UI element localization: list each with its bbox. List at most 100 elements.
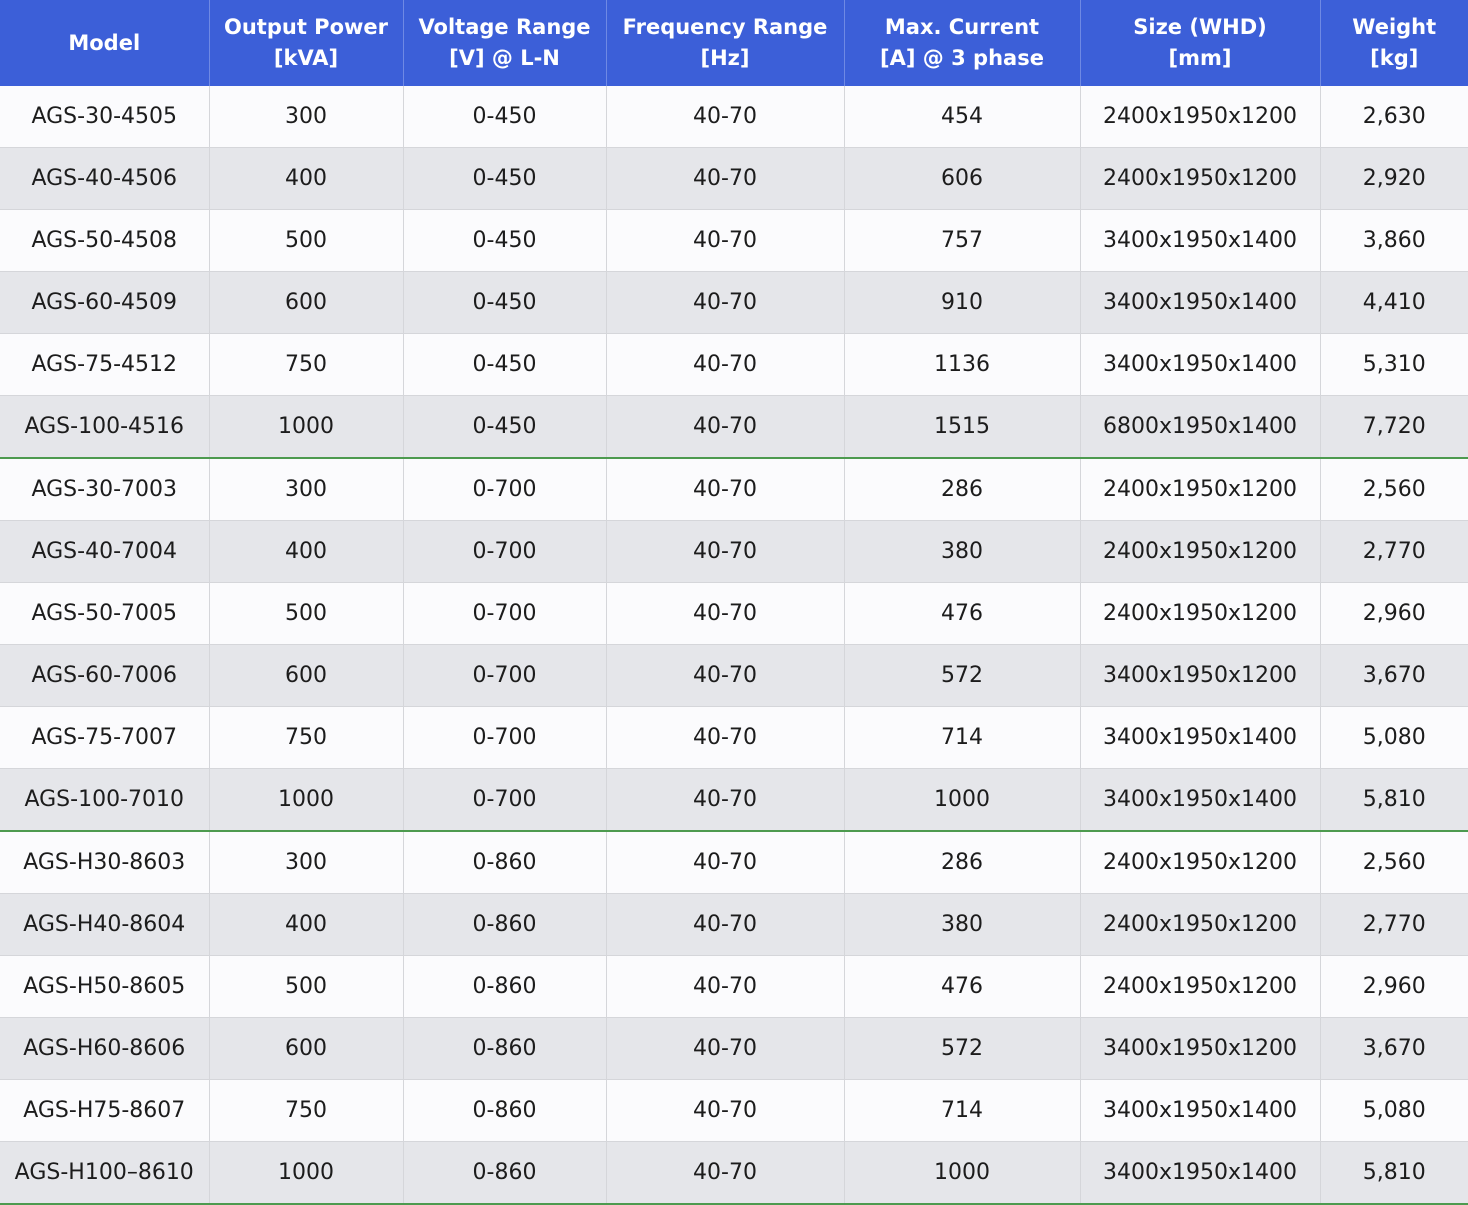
- cell-max-current: 714: [844, 1080, 1080, 1142]
- cell-voltage-range: 0-700: [403, 583, 606, 645]
- cell-model: AGS-75-7007: [0, 707, 209, 769]
- header-size: Size (WHD)[mm]: [1080, 0, 1320, 86]
- cell-model: AGS-H50-8605: [0, 956, 209, 1018]
- cell-weight: 2,770: [1320, 894, 1468, 956]
- cell-model: AGS-40-4506: [0, 148, 209, 210]
- cell-size: 6800x1950x1400: [1080, 396, 1320, 459]
- cell-max-current: 1000: [844, 769, 1080, 832]
- cell-voltage-range: 0-860: [403, 1018, 606, 1080]
- cell-output-power: 400: [209, 148, 403, 210]
- cell-size: 2400x1950x1200: [1080, 521, 1320, 583]
- cell-output-power: 600: [209, 272, 403, 334]
- cell-output-power: 500: [209, 583, 403, 645]
- cell-output-power: 1000: [209, 1142, 403, 1205]
- cell-frequency-range: 40-70: [606, 831, 844, 894]
- cell-output-power: 400: [209, 521, 403, 583]
- cell-frequency-range: 40-70: [606, 272, 844, 334]
- header-label: Voltage Range: [404, 12, 606, 43]
- cell-size: 2400x1950x1200: [1080, 894, 1320, 956]
- cell-frequency-range: 40-70: [606, 458, 844, 521]
- header-label: Frequency Range: [607, 12, 844, 43]
- cell-size: 2400x1950x1200: [1080, 86, 1320, 148]
- cell-weight: 5,310: [1320, 334, 1468, 396]
- header-frequency-range: Frequency Range[Hz]: [606, 0, 844, 86]
- cell-size: 2400x1950x1200: [1080, 956, 1320, 1018]
- cell-size: 2400x1950x1200: [1080, 583, 1320, 645]
- cell-voltage-range: 0-860: [403, 1142, 606, 1205]
- cell-model: AGS-50-7005: [0, 583, 209, 645]
- cell-model: AGS-60-4509: [0, 272, 209, 334]
- cell-weight: 2,770: [1320, 521, 1468, 583]
- cell-frequency-range: 40-70: [606, 894, 844, 956]
- header-voltage-range: Voltage Range[V] @ L-N: [403, 0, 606, 86]
- cell-size: 3400x1950x1400: [1080, 210, 1320, 272]
- cell-model: AGS-H40-8604: [0, 894, 209, 956]
- cell-frequency-range: 40-70: [606, 769, 844, 832]
- cell-voltage-range: 0-450: [403, 210, 606, 272]
- cell-weight: 2,560: [1320, 458, 1468, 521]
- header-label: Max. Current: [845, 12, 1080, 43]
- cell-voltage-range: 0-860: [403, 831, 606, 894]
- cell-weight: 2,920: [1320, 148, 1468, 210]
- header-model: Model: [0, 0, 209, 86]
- cell-model: AGS-60-7006: [0, 645, 209, 707]
- cell-output-power: 600: [209, 1018, 403, 1080]
- cell-max-current: 476: [844, 583, 1080, 645]
- header-label: Size (WHD): [1081, 12, 1320, 43]
- cell-model: AGS-40-7004: [0, 521, 209, 583]
- cell-voltage-range: 0-450: [403, 86, 606, 148]
- header-max-current: Max. Current[A] @ 3 phase: [844, 0, 1080, 86]
- cell-size: 2400x1950x1200: [1080, 831, 1320, 894]
- cell-max-current: 572: [844, 1018, 1080, 1080]
- header-unit: [kVA]: [210, 43, 403, 74]
- header-output-power: Output Power[kVA]: [209, 0, 403, 86]
- cell-output-power: 750: [209, 1080, 403, 1142]
- cell-max-current: 454: [844, 86, 1080, 148]
- cell-voltage-range: 0-860: [403, 1080, 606, 1142]
- cell-size: 3400x1950x1400: [1080, 334, 1320, 396]
- cell-size: 3400x1950x1200: [1080, 645, 1320, 707]
- cell-weight: 5,080: [1320, 707, 1468, 769]
- cell-frequency-range: 40-70: [606, 334, 844, 396]
- cell-weight: 2,960: [1320, 583, 1468, 645]
- cell-weight: 5,810: [1320, 1142, 1468, 1205]
- cell-voltage-range: 0-700: [403, 645, 606, 707]
- cell-voltage-range: 0-450: [403, 334, 606, 396]
- cell-size: 2400x1950x1200: [1080, 458, 1320, 521]
- cell-max-current: 1136: [844, 334, 1080, 396]
- table-header: Model Output Power[kVA] Voltage Range[V]…: [0, 0, 1468, 86]
- cell-frequency-range: 40-70: [606, 148, 844, 210]
- cell-max-current: 606: [844, 148, 1080, 210]
- cell-size: 3400x1950x1400: [1080, 1142, 1320, 1205]
- cell-voltage-range: 0-450: [403, 148, 606, 210]
- cell-frequency-range: 40-70: [606, 1018, 844, 1080]
- cell-max-current: 910: [844, 272, 1080, 334]
- cell-output-power: 500: [209, 956, 403, 1018]
- cell-model: AGS-H60-8606: [0, 1018, 209, 1080]
- cell-output-power: 300: [209, 458, 403, 521]
- cell-output-power: 400: [209, 894, 403, 956]
- cell-model: AGS-H100–8610: [0, 1142, 209, 1205]
- cell-model: AGS-50-4508: [0, 210, 209, 272]
- cell-weight: 3,860: [1320, 210, 1468, 272]
- cell-frequency-range: 40-70: [606, 583, 844, 645]
- header-label: Model: [0, 28, 209, 59]
- cell-weight: 4,410: [1320, 272, 1468, 334]
- cell-max-current: 757: [844, 210, 1080, 272]
- header-label: Output Power: [210, 12, 403, 43]
- cell-size: 3400x1950x1200: [1080, 1018, 1320, 1080]
